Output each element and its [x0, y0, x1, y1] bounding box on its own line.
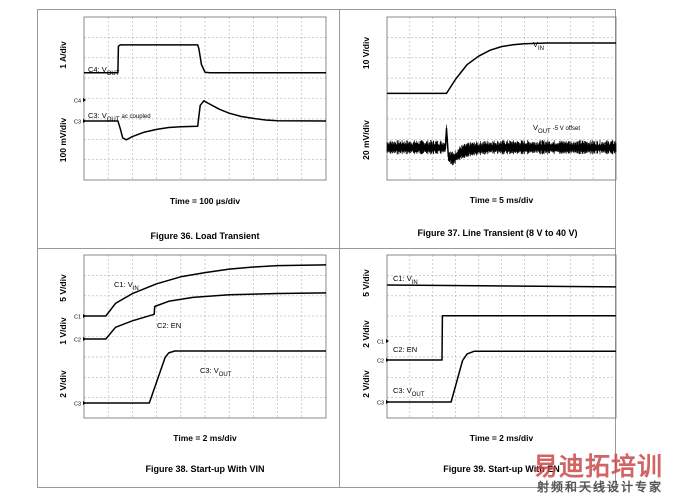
- channel-label: C1: VIN: [393, 274, 418, 286]
- channel-marker: C1: [377, 340, 384, 346]
- trace-2: [387, 350, 616, 403]
- channel-label: C3: VOUT: [393, 386, 425, 398]
- watermark-subtitle: 射频和天线设计专家: [536, 480, 663, 494]
- channel-label: C1: VIN: [114, 280, 139, 292]
- y-axis-label: 1 V/div: [58, 317, 68, 345]
- channel-label: VOUT -5 V offset: [533, 123, 580, 135]
- trace-0: [386, 284, 617, 288]
- trace-1: [84, 292, 327, 340]
- graticule-border: [386, 254, 617, 419]
- y-axis-label: 2 V/div: [361, 370, 371, 398]
- channel-marker: C2: [74, 338, 81, 344]
- channel-marker: C1: [74, 315, 81, 321]
- channel-label: VIN: [533, 40, 544, 52]
- graticule: [386, 16, 617, 181]
- trace-1: [84, 100, 327, 141]
- trace-2: [84, 350, 326, 404]
- figure-panel-38: 5 V/div 1 V/div 2 V/div C1 C2 C3 C1: VIN C2: EN…: [58, 254, 327, 474]
- x-axis-label: Time = 5 ms/div: [470, 195, 534, 205]
- figure-caption: Figure 36. Load Transient: [150, 231, 259, 241]
- x-axis-label: Time = 2 ms/div: [173, 433, 237, 443]
- trace-0: [387, 42, 616, 95]
- y-axis-label: 5 V/div: [361, 269, 371, 297]
- figure-caption: Figure 39. Start-up With EN: [443, 464, 559, 474]
- graticule-border: [386, 16, 617, 181]
- x-axis-label: Time = 2 ms/div: [470, 433, 534, 443]
- y-axis-label: 1 A/div: [58, 41, 68, 69]
- trace-noise: [386, 124, 617, 166]
- figure-panel-39: 5 V/div 2 V/div 2 V/div C1 C2 C3 C1: VIN C2: EN…: [361, 254, 617, 474]
- trace-0: [84, 44, 326, 74]
- figure-caption: Figure 38. Start-up With VIN: [146, 464, 265, 474]
- channel-label: C2: EN: [157, 321, 181, 330]
- graticule-border: [83, 254, 327, 419]
- channel-marker-arrow: [83, 98, 86, 102]
- y-axis-label: 100 mV/div: [58, 118, 68, 163]
- channel-marker: C4: [74, 99, 81, 105]
- y-axis-label: 5 V/div: [58, 274, 68, 302]
- trace-1: [387, 315, 616, 361]
- x-axis-label: Time = 100 µs/div: [170, 196, 240, 206]
- watermark-title: 易迪拓培训: [532, 452, 663, 481]
- channel-marker: C3: [377, 401, 384, 407]
- graticule-border: [83, 16, 327, 181]
- channel-label: C4: VOUT: [88, 65, 120, 77]
- watermark: 易迪拓培训 射频和天线设计专家: [532, 452, 663, 495]
- trace-0: [84, 264, 327, 317]
- y-axis-label: 10 V/div: [361, 37, 371, 69]
- graticule: [83, 16, 327, 181]
- channel-marker: C2: [377, 359, 384, 365]
- y-axis-label: 2 V/div: [361, 320, 371, 348]
- y-axis-label: 20 mV/div: [361, 120, 371, 160]
- channel-marker: C3: [74, 120, 81, 126]
- figure-caption: Figure 37. Line Transient (8 V to 40 V): [417, 228, 577, 238]
- channel-marker: C3: [74, 402, 81, 408]
- figure-panel-37: 10 V/div 20 mV/div VIN VOUT -5 V offset Time…: [361, 16, 617, 238]
- channel-label: C2: EN: [393, 345, 417, 354]
- y-axis-label: 2 V/div: [58, 370, 68, 398]
- graticule: [386, 254, 617, 419]
- channel-marker-arrow: [386, 339, 389, 343]
